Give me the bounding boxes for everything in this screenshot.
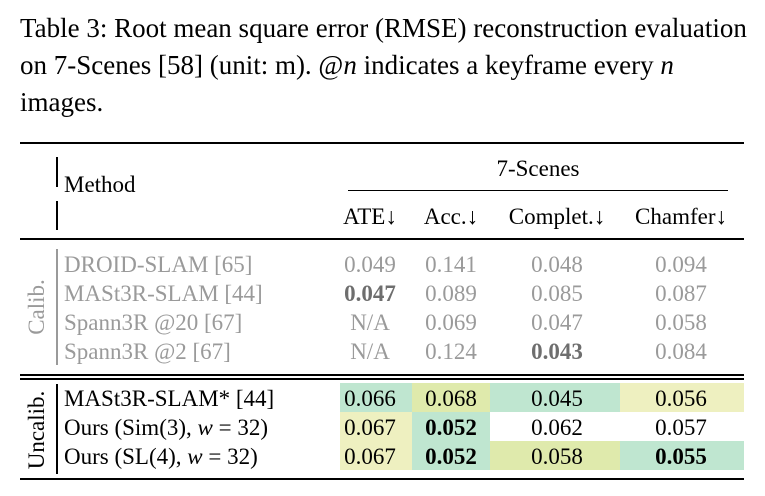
group-mid-rule (20, 374, 744, 376)
group-label-uncalib: Uncalib. (24, 390, 49, 470)
table-row-5-value-2: 0.062 (531, 415, 583, 440)
group-underline (348, 190, 728, 192)
table-row-2-value-1: 0.069 (425, 310, 477, 335)
table-row-6-method-prefix: Ours (SL(4), (64, 444, 188, 469)
table-row-4-bg-3 (620, 383, 744, 412)
group-mid-rule-2 (20, 378, 744, 380)
table-row-3-value-1: 0.124 (425, 339, 477, 364)
top-rule (20, 142, 744, 144)
table-row-5-method-var: w (197, 415, 213, 440)
table-row-6-bg-2 (490, 441, 620, 470)
table-row-5-bg-1 (412, 412, 490, 441)
table-row-3-method: Spann3R @2 [67] (64, 339, 231, 364)
bottom-rule (20, 478, 744, 480)
table-row-6-method-var: w (187, 444, 203, 469)
table-row-0-value-3: 0.094 (655, 252, 707, 277)
table-row-1-value-0: 0.047 (344, 281, 396, 306)
table-row-5-method-suffix: = 32) (212, 415, 269, 440)
table-row-6-value-1: 0.052 (425, 444, 477, 469)
calib-vline (56, 249, 58, 365)
table-row-0-method: DROID-SLAM [65] (64, 252, 253, 277)
table-row-5-value-0: 0.067 (344, 415, 396, 440)
header-bottom-rule (20, 238, 744, 240)
header-vline-2 (56, 201, 58, 230)
table-row-5-method-prefix: Ours (Sim(3), (64, 415, 198, 440)
table-row-4-bg-2 (490, 383, 620, 412)
column-header-3: Chamfer↓ (635, 204, 727, 229)
table-row-6-value-3: 0.055 (655, 444, 707, 469)
table-row-5-value-3: 0.057 (655, 415, 707, 440)
table-row-0-value-2: 0.048 (531, 252, 583, 277)
table-row-6-bg-3 (620, 441, 744, 470)
table-row-6-bg-1 (412, 441, 490, 470)
table-row-4-value-3: 0.056 (655, 386, 707, 411)
uncalib-vline (56, 384, 58, 474)
header-vline-1 (56, 157, 58, 187)
caption-text-1: Root mean square error (RMSE) reconstruc… (20, 13, 747, 80)
table-caption: Table 3: Root mean square error (RMSE) r… (20, 10, 755, 121)
caption-label: Table 3: (20, 13, 108, 43)
table-row-2-value-3: 0.058 (655, 310, 707, 335)
table-row-6-value-2: 0.058 (531, 444, 583, 469)
table-row-1-value-1: 0.089 (425, 281, 477, 306)
table-row-2-value-0: N/A (350, 310, 390, 335)
table-row-1-value-3: 0.087 (655, 281, 707, 306)
method-header: Method (64, 172, 136, 197)
column-header-2: Complet.↓ (508, 204, 606, 229)
table-row-3-value-0: N/A (350, 339, 390, 364)
caption-var-n-2: n (660, 50, 674, 80)
table-row-0-value-1: 0.141 (425, 252, 477, 277)
table-row-6-value-0: 0.067 (344, 444, 396, 469)
table-row-2-value-2: 0.047 (531, 310, 583, 335)
table-row-4-value-2: 0.045 (531, 386, 583, 411)
table-row-4-method: MASt3R-SLAM* [44] (64, 386, 275, 411)
table-row-6-method: Ours (SL(4), w = 32) (64, 442, 258, 471)
table-row-1-value-2: 0.085 (531, 281, 583, 306)
table-row-2-method: Spann3R @20 [67] (64, 310, 243, 335)
table-row-1-method: MASt3R-SLAM [44] (64, 281, 263, 306)
table-row-6-method-suffix: = 32) (202, 444, 258, 469)
table-row-0-value-0: 0.049 (344, 252, 396, 277)
caption-text-2: indicates a keyframe every (356, 50, 661, 80)
table-row-6-bg-0 (340, 441, 412, 470)
table-row-4-bg-1 (412, 383, 490, 412)
table-row-5-bg-0 (340, 412, 412, 441)
table-row-3-value-2: 0.043 (531, 339, 583, 364)
column-header-0: ATE↓ (343, 204, 397, 229)
table-row-4-value-1: 0.068 (425, 386, 477, 411)
caption-var-n: n (343, 50, 357, 80)
table-row-5-method: Ours (Sim(3), w = 32) (64, 413, 268, 442)
caption-text-3: images. (20, 87, 104, 117)
group-header-7-scenes: 7-Scenes (496, 156, 580, 181)
table-row-3-value-3: 0.084 (655, 339, 707, 364)
group-label-calib: Calib. (24, 279, 49, 335)
column-header-1: Acc.↓ (423, 204, 479, 229)
table-row-4-bg-0 (340, 383, 412, 412)
table-row-4-value-0: 0.066 (344, 386, 396, 411)
table-row-5-value-1: 0.052 (425, 415, 477, 440)
